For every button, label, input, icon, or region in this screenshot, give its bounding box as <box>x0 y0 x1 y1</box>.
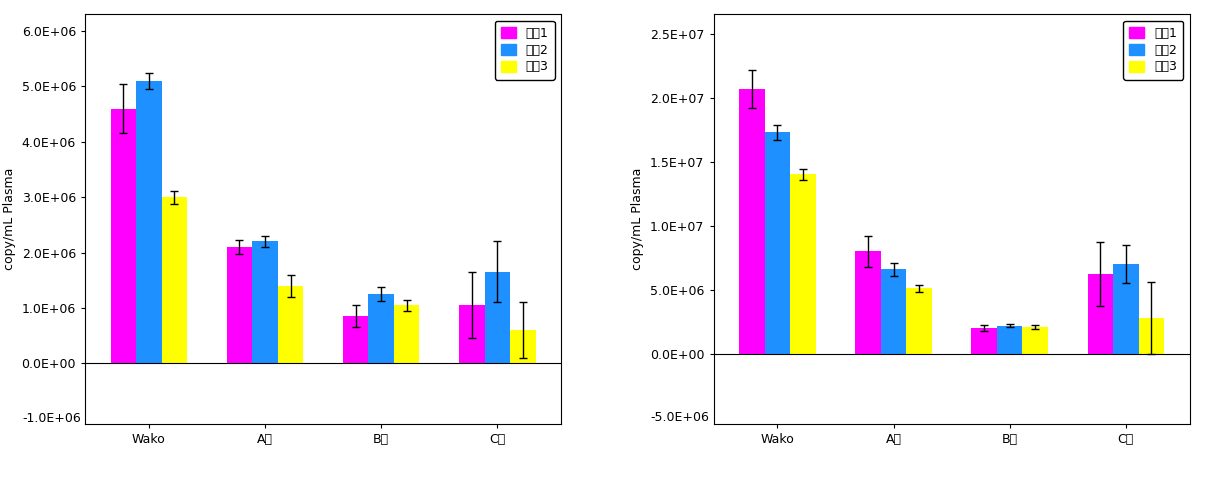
Legend: 検体1, 検体2, 検体3: 検体1, 検体2, 検体3 <box>494 21 555 80</box>
Bar <box>1139 318 1164 354</box>
Bar <box>1113 264 1139 354</box>
Text: -1.0E+06: -1.0E+06 <box>22 412 81 425</box>
Bar <box>459 305 484 363</box>
Bar <box>161 197 187 363</box>
Text: -5.0E+06: -5.0E+06 <box>651 411 709 424</box>
Bar <box>1022 327 1048 354</box>
Bar <box>907 288 932 354</box>
Legend: 検体1, 検体2, 検体3: 検体1, 検体2, 検体3 <box>1123 21 1184 80</box>
Bar <box>971 328 997 354</box>
Bar <box>368 294 393 363</box>
Bar <box>1088 274 1113 354</box>
Bar <box>739 89 765 354</box>
Bar <box>997 325 1022 354</box>
Bar <box>342 316 368 363</box>
Bar <box>136 81 161 363</box>
Bar <box>790 174 816 354</box>
Bar <box>484 272 510 363</box>
Bar <box>393 305 420 363</box>
Bar <box>855 251 881 354</box>
Bar <box>110 108 136 363</box>
Bar <box>510 330 535 363</box>
Y-axis label: copy/mL Plasma: copy/mL Plasma <box>631 168 645 270</box>
Bar <box>765 132 790 354</box>
Y-axis label: copy/mL Plasma: copy/mL Plasma <box>2 168 16 270</box>
Bar <box>253 241 278 363</box>
Bar <box>881 269 907 354</box>
Bar <box>278 286 304 363</box>
Bar <box>227 247 253 363</box>
